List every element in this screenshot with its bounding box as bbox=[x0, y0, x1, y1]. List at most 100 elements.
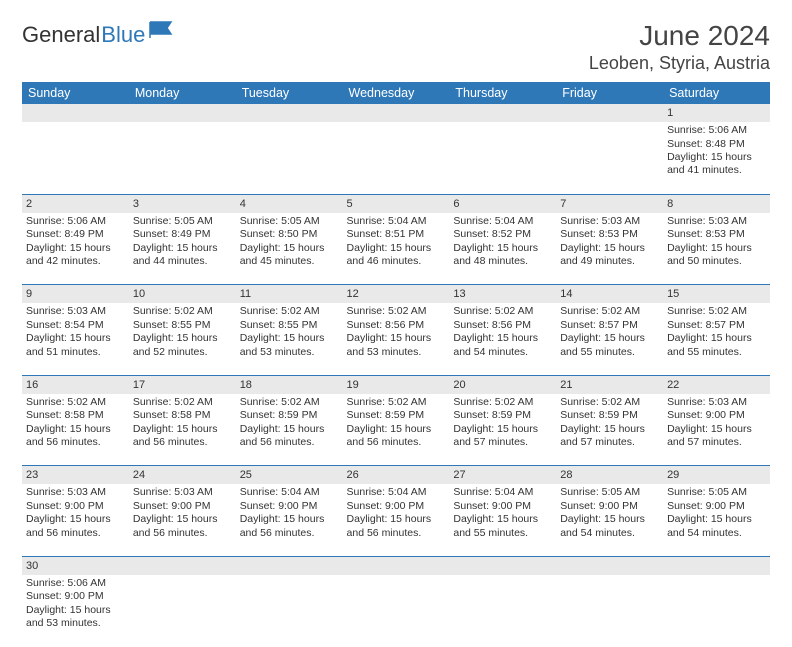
day-cell bbox=[556, 122, 663, 194]
sunrise-text: Sunrise: 5:03 AM bbox=[667, 396, 766, 409]
sunset-text: Sunset: 8:58 PM bbox=[133, 409, 232, 422]
sunset-text: Sunset: 8:57 PM bbox=[560, 319, 659, 332]
daynum-row: 23242526272829 bbox=[22, 466, 770, 485]
day-cell: Sunrise: 5:02 AMSunset: 8:59 PMDaylight:… bbox=[343, 394, 450, 466]
daylight-text: Daylight: 15 hours and 55 minutes. bbox=[560, 332, 659, 359]
daylight-text: Daylight: 15 hours and 51 minutes. bbox=[26, 332, 125, 359]
daylight-text: Daylight: 15 hours and 49 minutes. bbox=[560, 242, 659, 269]
day-number: 20 bbox=[449, 375, 556, 394]
sunset-text: Sunset: 8:49 PM bbox=[26, 228, 125, 241]
day-cell: Sunrise: 5:04 AMSunset: 9:00 PMDaylight:… bbox=[449, 484, 556, 556]
sunset-text: Sunset: 9:00 PM bbox=[347, 500, 446, 513]
day-cell: Sunrise: 5:04 AMSunset: 9:00 PMDaylight:… bbox=[236, 484, 343, 556]
weekday-header: Thursday bbox=[449, 82, 556, 104]
weekday-header-row: Sunday Monday Tuesday Wednesday Thursday… bbox=[22, 82, 770, 104]
sunrise-text: Sunrise: 5:05 AM bbox=[667, 486, 766, 499]
day-cell: Sunrise: 5:03 AMSunset: 9:00 PMDaylight:… bbox=[22, 484, 129, 556]
weekday-header: Sunday bbox=[22, 82, 129, 104]
day-cell: Sunrise: 5:06 AMSunset: 8:48 PMDaylight:… bbox=[663, 122, 770, 194]
sunset-text: Sunset: 8:50 PM bbox=[240, 228, 339, 241]
daylight-text: Daylight: 15 hours and 56 minutes. bbox=[26, 513, 125, 540]
weekday-header: Tuesday bbox=[236, 82, 343, 104]
day-number: 11 bbox=[236, 285, 343, 304]
day-cell bbox=[449, 122, 556, 194]
daylight-text: Daylight: 15 hours and 41 minutes. bbox=[667, 151, 766, 178]
daylight-text: Daylight: 15 hours and 50 minutes. bbox=[667, 242, 766, 269]
sunset-text: Sunset: 8:48 PM bbox=[667, 138, 766, 151]
sunrise-text: Sunrise: 5:04 AM bbox=[347, 486, 446, 499]
sunset-text: Sunset: 8:49 PM bbox=[133, 228, 232, 241]
sunrise-text: Sunrise: 5:06 AM bbox=[26, 215, 125, 228]
day-number bbox=[663, 556, 770, 575]
day-number bbox=[556, 104, 663, 122]
sunset-text: Sunset: 8:59 PM bbox=[347, 409, 446, 422]
sunrise-text: Sunrise: 5:06 AM bbox=[26, 577, 125, 590]
flag-icon bbox=[149, 20, 175, 40]
daynum-row: 9101112131415 bbox=[22, 285, 770, 304]
daylight-text: Daylight: 15 hours and 57 minutes. bbox=[560, 423, 659, 450]
sunset-text: Sunset: 9:00 PM bbox=[133, 500, 232, 513]
day-cell: Sunrise: 5:02 AMSunset: 8:56 PMDaylight:… bbox=[343, 303, 450, 375]
day-number: 1 bbox=[663, 104, 770, 122]
day-cell bbox=[343, 122, 450, 194]
day-number: 8 bbox=[663, 194, 770, 213]
sunrise-text: Sunrise: 5:02 AM bbox=[133, 396, 232, 409]
sunrise-text: Sunrise: 5:03 AM bbox=[560, 215, 659, 228]
day-cell bbox=[129, 575, 236, 647]
day-cell: Sunrise: 5:06 AMSunset: 9:00 PMDaylight:… bbox=[22, 575, 129, 647]
sunrise-text: Sunrise: 5:03 AM bbox=[133, 486, 232, 499]
day-cell: Sunrise: 5:02 AMSunset: 8:57 PMDaylight:… bbox=[663, 303, 770, 375]
daylight-text: Daylight: 15 hours and 56 minutes. bbox=[26, 423, 125, 450]
daynum-row: 1 bbox=[22, 104, 770, 122]
day-number: 6 bbox=[449, 194, 556, 213]
sunset-text: Sunset: 8:59 PM bbox=[453, 409, 552, 422]
sunset-text: Sunset: 9:00 PM bbox=[240, 500, 339, 513]
sunset-text: Sunset: 8:56 PM bbox=[453, 319, 552, 332]
day-cell: Sunrise: 5:05 AMSunset: 9:00 PMDaylight:… bbox=[663, 484, 770, 556]
day-number: 14 bbox=[556, 285, 663, 304]
day-cell: Sunrise: 5:05 AMSunset: 8:49 PMDaylight:… bbox=[129, 213, 236, 285]
sunset-text: Sunset: 8:59 PM bbox=[240, 409, 339, 422]
day-cell: Sunrise: 5:03 AMSunset: 8:54 PMDaylight:… bbox=[22, 303, 129, 375]
day-cell bbox=[449, 575, 556, 647]
day-number: 25 bbox=[236, 466, 343, 485]
day-number: 17 bbox=[129, 375, 236, 394]
weekday-header: Wednesday bbox=[343, 82, 450, 104]
sunrise-text: Sunrise: 5:05 AM bbox=[133, 215, 232, 228]
sunset-text: Sunset: 8:55 PM bbox=[240, 319, 339, 332]
weekday-header: Saturday bbox=[663, 82, 770, 104]
day-cell bbox=[236, 575, 343, 647]
day-cell: Sunrise: 5:02 AMSunset: 8:59 PMDaylight:… bbox=[449, 394, 556, 466]
day-cell bbox=[236, 122, 343, 194]
day-cell: Sunrise: 5:06 AMSunset: 8:49 PMDaylight:… bbox=[22, 213, 129, 285]
sunrise-text: Sunrise: 5:02 AM bbox=[240, 305, 339, 318]
day-cell: Sunrise: 5:04 AMSunset: 8:52 PMDaylight:… bbox=[449, 213, 556, 285]
weekday-header: Monday bbox=[129, 82, 236, 104]
sunrise-text: Sunrise: 5:02 AM bbox=[133, 305, 232, 318]
day-cell: Sunrise: 5:04 AMSunset: 8:51 PMDaylight:… bbox=[343, 213, 450, 285]
daylight-text: Daylight: 15 hours and 56 minutes. bbox=[240, 513, 339, 540]
day-number: 5 bbox=[343, 194, 450, 213]
day-cell: Sunrise: 5:05 AMSunset: 8:50 PMDaylight:… bbox=[236, 213, 343, 285]
sunset-text: Sunset: 9:00 PM bbox=[453, 500, 552, 513]
brand-logo: GeneralBlue bbox=[22, 20, 175, 50]
daylight-text: Daylight: 15 hours and 57 minutes. bbox=[667, 423, 766, 450]
day-number bbox=[343, 104, 450, 122]
daylight-text: Daylight: 15 hours and 48 minutes. bbox=[453, 242, 552, 269]
day-number: 13 bbox=[449, 285, 556, 304]
day-number: 26 bbox=[343, 466, 450, 485]
daylight-text: Daylight: 15 hours and 55 minutes. bbox=[667, 332, 766, 359]
sunset-text: Sunset: 9:00 PM bbox=[560, 500, 659, 513]
day-number: 23 bbox=[22, 466, 129, 485]
sunrise-text: Sunrise: 5:02 AM bbox=[240, 396, 339, 409]
day-cell: Sunrise: 5:02 AMSunset: 8:55 PMDaylight:… bbox=[236, 303, 343, 375]
sunset-text: Sunset: 8:56 PM bbox=[347, 319, 446, 332]
day-cell: Sunrise: 5:03 AMSunset: 8:53 PMDaylight:… bbox=[556, 213, 663, 285]
daylight-text: Daylight: 15 hours and 56 minutes. bbox=[133, 513, 232, 540]
content-row: Sunrise: 5:03 AMSunset: 8:54 PMDaylight:… bbox=[22, 303, 770, 375]
day-number bbox=[129, 104, 236, 122]
daylight-text: Daylight: 15 hours and 53 minutes. bbox=[347, 332, 446, 359]
sunset-text: Sunset: 8:51 PM bbox=[347, 228, 446, 241]
daylight-text: Daylight: 15 hours and 57 minutes. bbox=[453, 423, 552, 450]
sunrise-text: Sunrise: 5:02 AM bbox=[453, 305, 552, 318]
